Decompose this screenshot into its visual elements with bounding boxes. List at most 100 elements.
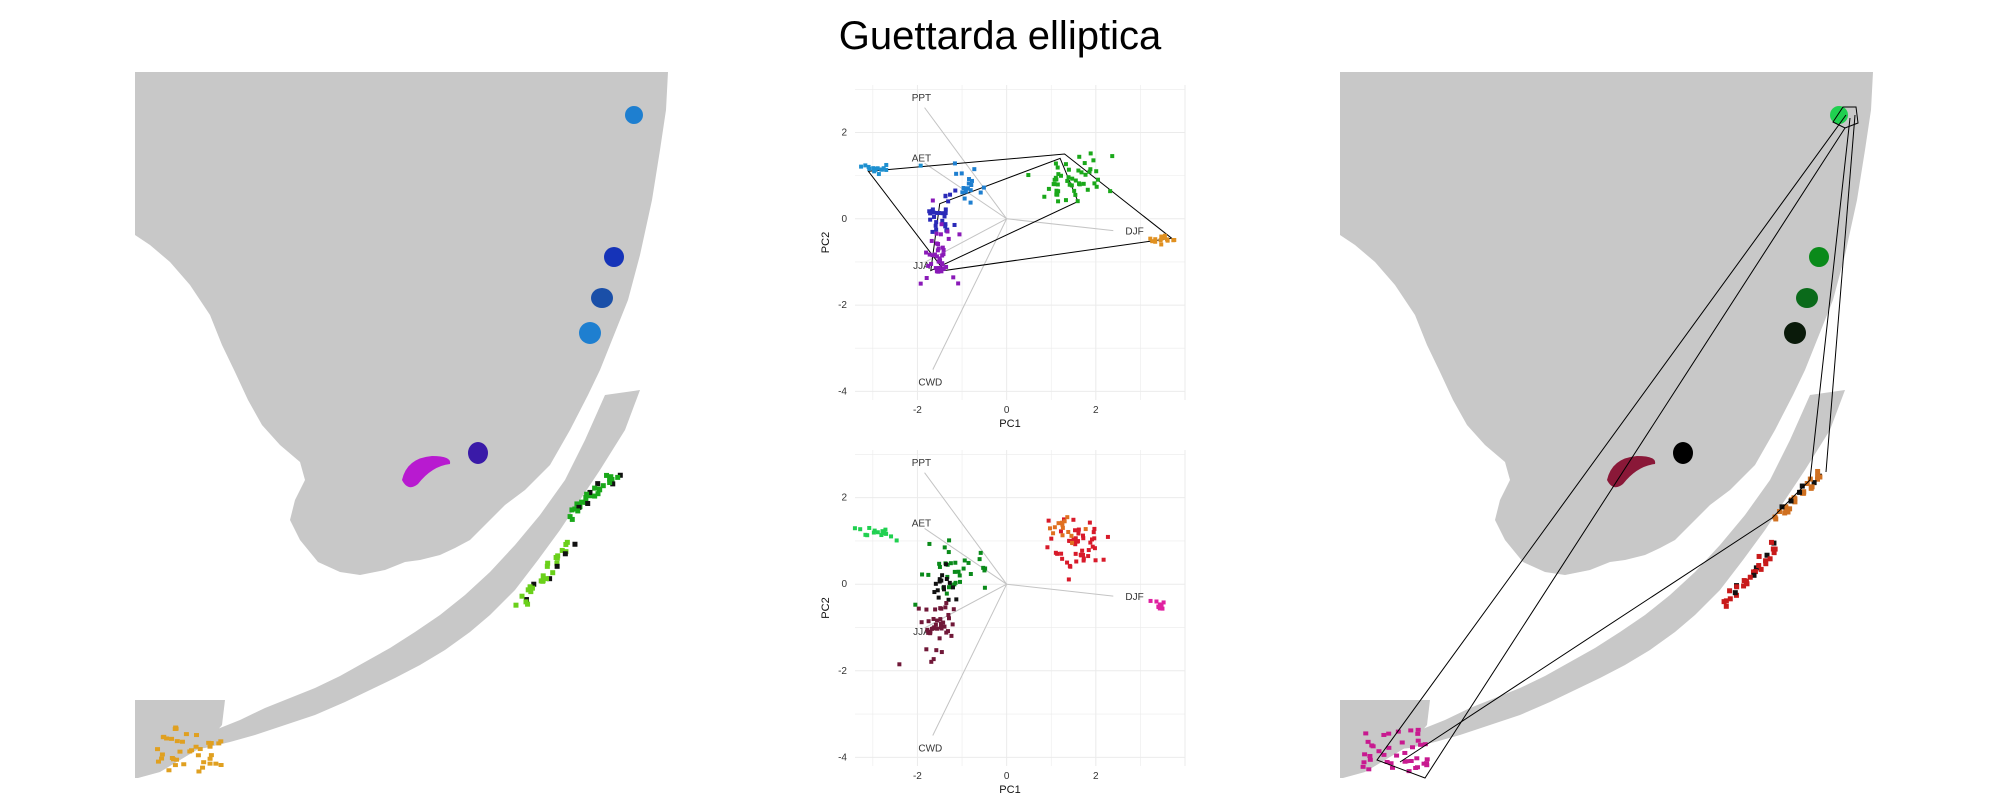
range-pixel	[1799, 483, 1805, 489]
data-point	[935, 248, 940, 253]
range-pixel	[1406, 769, 1412, 774]
loading-label: AET	[912, 519, 931, 530]
data-point	[933, 622, 938, 627]
data-point	[872, 528, 877, 533]
data-point	[1088, 151, 1093, 156]
data-point	[1046, 186, 1051, 191]
range-pixel	[1381, 732, 1387, 737]
range-pixel	[544, 563, 550, 569]
range-pixel	[1752, 569, 1758, 575]
data-point	[952, 161, 957, 166]
data-point	[953, 188, 958, 193]
range-pixel	[1788, 498, 1794, 504]
data-point	[1060, 525, 1065, 530]
loading-arrow	[924, 528, 1007, 585]
range-pixel	[1376, 749, 1382, 754]
data-point	[952, 582, 957, 587]
range-pixel	[569, 507, 575, 513]
range-pixel	[1764, 552, 1770, 558]
right-map-panel	[1340, 72, 1873, 778]
data-point	[926, 572, 931, 577]
range-pixel	[193, 733, 199, 738]
data-point	[959, 171, 964, 176]
x-tick-label: 0	[1004, 405, 1010, 416]
data-point	[967, 177, 972, 182]
data-point	[1164, 237, 1169, 242]
range-pixel	[200, 765, 206, 770]
range-pixel	[1804, 481, 1810, 487]
x-axis-title: PC1	[999, 418, 1020, 430]
data-point	[1070, 176, 1075, 181]
data-point	[949, 633, 954, 638]
loading-label: DJF	[1125, 227, 1143, 238]
data-point	[1066, 167, 1071, 172]
data-point	[934, 241, 939, 246]
data-point	[944, 577, 949, 582]
data-point	[1066, 175, 1071, 180]
data-point	[935, 618, 940, 623]
y-axis-title: PC2	[820, 232, 832, 253]
data-point	[1171, 238, 1176, 243]
data-point	[1051, 182, 1056, 187]
data-point	[1160, 606, 1165, 611]
range-pixel	[207, 761, 213, 766]
data-point	[884, 167, 889, 172]
data-point	[930, 229, 935, 234]
range-cluster	[579, 322, 601, 344]
data-point	[940, 262, 945, 267]
data-point	[946, 236, 951, 241]
data-point	[934, 220, 939, 225]
data-point	[950, 585, 955, 590]
data-point	[1085, 187, 1090, 192]
data-point	[943, 224, 948, 229]
range-pixel	[207, 744, 213, 749]
data-point	[1161, 600, 1166, 605]
data-point	[934, 648, 939, 653]
range-cluster	[591, 288, 613, 308]
data-point	[858, 527, 863, 532]
data-point	[866, 164, 871, 169]
y-tick-label: 0	[841, 214, 847, 225]
y-tick-label: -2	[838, 300, 847, 311]
data-point	[956, 281, 961, 286]
data-point	[946, 550, 951, 555]
loading-label: PPT	[912, 458, 931, 469]
data-point	[1065, 515, 1070, 520]
data-point	[966, 181, 971, 186]
range-pixel	[1747, 574, 1753, 580]
range-pixel	[218, 739, 224, 744]
data-point	[963, 189, 968, 194]
data-point	[968, 188, 973, 193]
data-point	[1078, 552, 1083, 557]
data-point	[881, 531, 886, 536]
data-point	[968, 571, 973, 576]
data-point	[1053, 161, 1058, 166]
y-tick-label: 0	[841, 579, 847, 590]
data-point	[1083, 172, 1088, 177]
data-point	[941, 266, 946, 271]
range-pixel	[607, 480, 613, 486]
range-pixel	[1758, 566, 1764, 572]
data-point	[951, 607, 956, 612]
data-point	[867, 525, 872, 530]
range-pixel	[584, 491, 590, 497]
data-point	[937, 577, 942, 582]
data-point	[938, 621, 943, 626]
range-pixel	[1723, 598, 1729, 604]
range-pixel	[1370, 744, 1376, 749]
range-pixel	[587, 493, 593, 499]
data-point	[936, 210, 941, 215]
data-point	[969, 182, 974, 187]
data-point	[954, 171, 959, 176]
range-pixel	[177, 749, 183, 754]
data-point	[1077, 154, 1082, 159]
range-pixel	[1362, 752, 1368, 757]
data-point	[943, 562, 948, 567]
data-point	[889, 534, 894, 539]
data-point	[1053, 550, 1058, 555]
data-point	[865, 533, 870, 538]
range-pixel	[595, 481, 601, 487]
data-point	[918, 163, 923, 168]
data-point	[930, 208, 935, 213]
data-point	[1105, 534, 1110, 539]
